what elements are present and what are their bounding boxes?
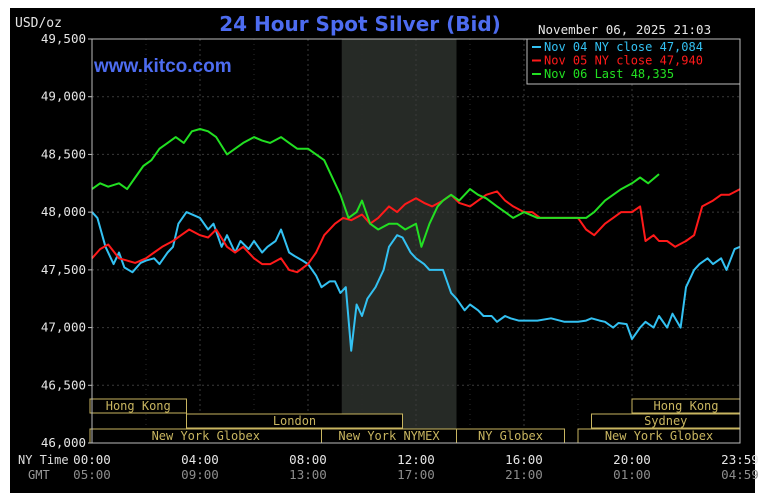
session-new-york-globex: New York Globex xyxy=(89,428,322,444)
session-label: London xyxy=(273,414,316,428)
y-tick-label: 47,000 xyxy=(41,320,86,335)
session-label: New York NYMEX xyxy=(338,429,440,443)
session-box xyxy=(89,398,187,414)
x-tick-label-ny: 20:00 xyxy=(613,452,651,467)
y-tick-label: 47,500 xyxy=(41,262,86,277)
session-hong-kong: Hong Kong xyxy=(89,398,187,414)
x-tick-label-gmt: 04:59 xyxy=(721,467,759,482)
series-line-2 xyxy=(91,128,660,248)
session-label: Hong Kong xyxy=(653,399,718,413)
x-tick-label-gmt: 05:00 xyxy=(73,467,111,482)
y-tick-label: 49,500 xyxy=(41,31,86,46)
x-tick-label-gmt: 13:00 xyxy=(289,467,327,482)
x-tick-label-gmt: 01:00 xyxy=(613,467,651,482)
chart-title: 24 Hour Spot Silver (Bid) xyxy=(219,12,501,36)
x-tick-label-gmt: 17:00 xyxy=(397,467,435,482)
y-tick-label: 46,000 xyxy=(41,435,86,450)
session-sydney: Sydney xyxy=(591,413,741,429)
session-hong-kong: Hong Kong xyxy=(631,398,741,414)
x-tick-label-gmt: 09:00 xyxy=(181,467,219,482)
legend-label: Nov 06 Last 48,335 xyxy=(544,67,674,81)
chart-timestamp: November 06, 2025 21:03 xyxy=(538,22,711,37)
session-new-york-nymex: New York NYMEX xyxy=(321,428,457,444)
legend-label: Nov 04 NY close 47,084 xyxy=(544,40,703,54)
x-tick-label-ny: 04:00 xyxy=(181,452,219,467)
x-tick-label-ny: 16:00 xyxy=(505,452,543,467)
legend-entry-1: Nov 05 NY close 47,940 xyxy=(532,54,703,68)
ny-time-row-label: NY Time xyxy=(18,453,69,467)
y-tick-label: 46,500 xyxy=(41,377,86,392)
plot-frame xyxy=(91,38,741,444)
brand-watermark: www.kitco.com xyxy=(93,56,232,77)
series-line-1 xyxy=(91,188,741,274)
session-ny-globex: NY Globex xyxy=(456,428,565,444)
x-tick-label-ny: 23:59 xyxy=(721,452,759,467)
y-tick-label: 49,000 xyxy=(41,89,86,104)
y-tick-label: 48,500 xyxy=(41,146,86,161)
nymex-shaded-range xyxy=(341,39,457,443)
gmt-row-label: GMT xyxy=(28,468,50,482)
session-label: Hong Kong xyxy=(106,399,171,413)
series-line-0 xyxy=(91,211,741,352)
session-label: NY Globex xyxy=(478,429,543,443)
y-tick-label: 48,000 xyxy=(41,204,86,219)
x-tick-label-gmt: 21:00 xyxy=(505,467,543,482)
session-label: New York Globex xyxy=(605,429,713,443)
legend-label: Nov 05 NY close 47,940 xyxy=(544,54,703,68)
x-tick-label-ny: 08:00 xyxy=(289,452,327,467)
session-new-york-globex: New York Globex xyxy=(577,428,741,444)
session-label: New York Globex xyxy=(152,429,260,443)
session-box xyxy=(186,413,403,429)
y-axis-unit-label: USD/oz xyxy=(15,16,62,31)
legend-box xyxy=(526,38,741,85)
x-tick-label-ny: 00:00 xyxy=(73,452,111,467)
x-tick-label-ny: 12:00 xyxy=(397,452,435,467)
session-london: London xyxy=(186,413,403,429)
legend-entry-2: Nov 06 Last 48,335 xyxy=(532,67,674,81)
session-label: Sydney xyxy=(644,414,687,428)
legend-entry-0: Nov 04 NY close 47,084 xyxy=(532,40,703,54)
